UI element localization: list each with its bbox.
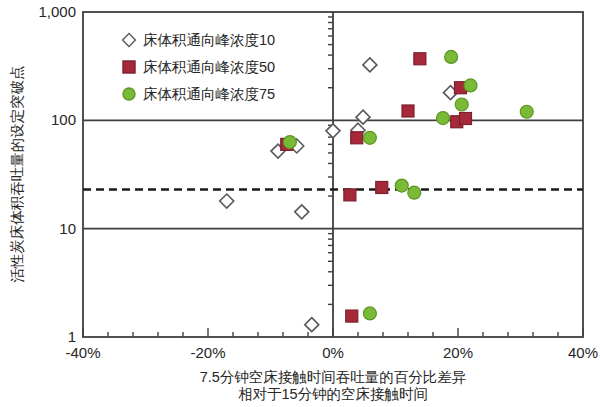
diamond-legend-icon [120, 31, 138, 49]
square-marker [351, 132, 363, 144]
square-marker [376, 181, 388, 193]
x-tick-label: 0% [301, 344, 365, 362]
diamond-marker [356, 110, 370, 124]
circle-marker [283, 136, 296, 149]
circle-marker [408, 186, 421, 199]
legend-label: 床体积通向峰浓度10 [143, 31, 275, 50]
circle-marker [464, 79, 477, 92]
x-axis-title-line1: 7.5分钟空床接触时间吞吐量的百分比差异 [83, 369, 583, 386]
scatter-chart: 活性炭床体积吞吐量的设定突破点 7.5分钟空床接触时间吞吐量的百分比差异 相对于… [0, 0, 600, 407]
legend-item-series50: 床体积通向峰浓度50 [120, 58, 275, 76]
square-legend-glyph [123, 61, 135, 73]
circle-marker [445, 50, 458, 63]
x-axis-title-line2: 相对于15分钟的空床接触时间 [83, 386, 583, 403]
y-tick-label: 10 [4, 220, 76, 238]
legend-item-series10: 床体积通向峰浓度10 [120, 31, 275, 49]
square-legend-icon [120, 58, 138, 76]
circle-marker [395, 179, 408, 192]
square-marker [460, 112, 472, 124]
legend: 床体积通向峰浓度10 床体积通向峰浓度50 床体积通向峰浓度75 [120, 31, 275, 112]
x-tick-label: -40% [51, 344, 115, 362]
square-marker [414, 53, 426, 65]
legend-label: 床体积通向峰浓度75 [143, 85, 275, 104]
diamond-marker [363, 58, 377, 72]
circle-icon [120, 85, 138, 103]
square-marker [402, 105, 414, 117]
diamond-marker [220, 194, 234, 208]
x-tick-label: 40% [551, 344, 600, 362]
diamond-icon [120, 31, 138, 49]
circle-marker [437, 112, 450, 125]
y-axis-title: 活性炭床体积吞吐量的设定突破点 [8, 65, 27, 283]
legend-item-series75: 床体积通向峰浓度75 [120, 85, 275, 103]
x-tick-label: -20% [176, 344, 240, 362]
circle-legend-glyph [123, 88, 135, 100]
circle-marker [520, 105, 533, 118]
diamond-marker [295, 205, 309, 219]
x-tick-label: 20% [426, 344, 490, 362]
circle-legend-icon [120, 85, 138, 103]
square-marker [344, 189, 356, 201]
y-tick-label: 100 [4, 111, 76, 129]
square-icon [120, 58, 138, 76]
circle-marker [455, 98, 468, 111]
circle-marker [363, 131, 376, 144]
diamond-marker [305, 318, 319, 332]
y-tick-label: 1,000 [4, 3, 76, 21]
legend-label: 床体积通向峰浓度50 [143, 58, 275, 77]
circle-marker [363, 307, 376, 320]
diamond-legend-glyph [123, 34, 136, 47]
square-marker [346, 310, 358, 322]
